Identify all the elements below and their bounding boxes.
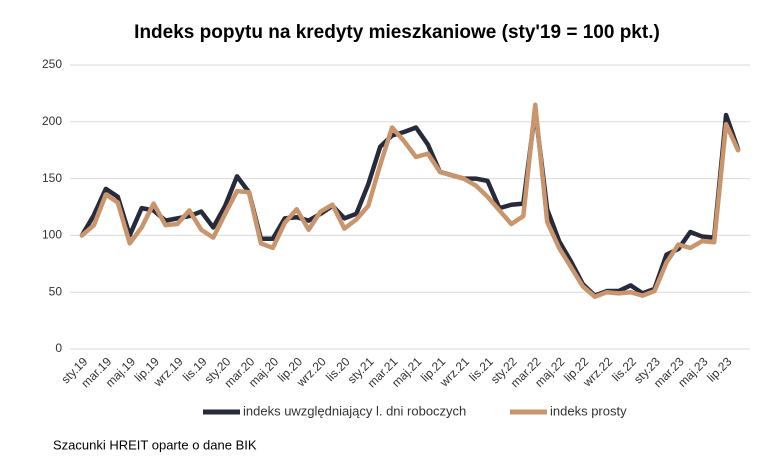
y-tick-label: 100 bbox=[42, 228, 62, 242]
y-tick-label: 0 bbox=[55, 341, 62, 355]
chart-title: Indeks popytu na kredyty mieszkaniowe (s… bbox=[134, 22, 660, 43]
source-note: Szacunki HREIT oparte o dane BIK bbox=[53, 437, 257, 452]
y-tick-label: 200 bbox=[42, 114, 62, 128]
legend-label: indeks prosty bbox=[550, 403, 627, 418]
legend-label: indeks uwzględniający l. dni roboczych bbox=[243, 403, 466, 418]
series-line bbox=[79, 102, 741, 299]
y-tick-label: 250 bbox=[42, 57, 62, 71]
y-tick-label: 150 bbox=[42, 171, 62, 185]
y-tick-label: 50 bbox=[49, 284, 63, 298]
